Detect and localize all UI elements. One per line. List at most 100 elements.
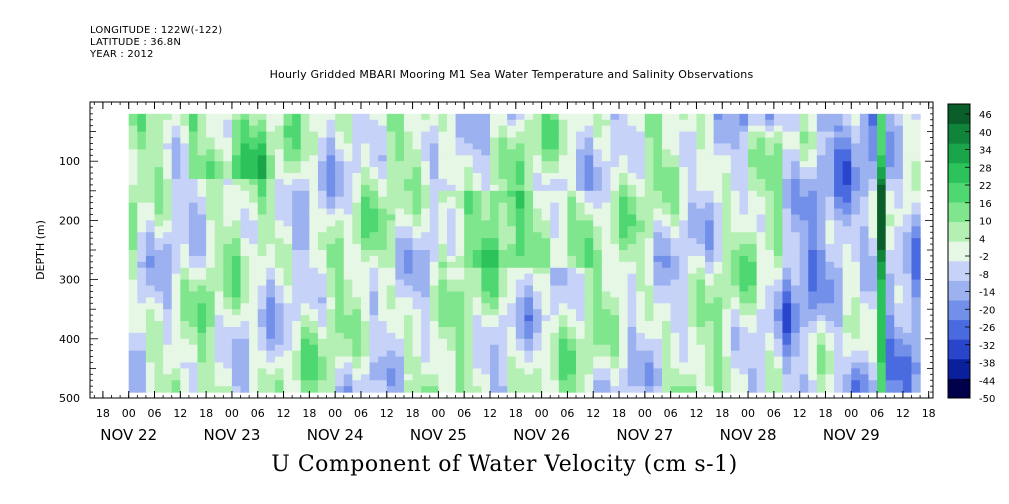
heatmap-cell (231, 178, 242, 186)
heatmap-cell (240, 303, 250, 310)
heatmap-cell (627, 238, 637, 245)
heatmap-cell (558, 178, 569, 186)
heatmap-cell (842, 131, 852, 139)
heatmap-cell (489, 232, 500, 239)
heatmap-cell (644, 386, 655, 393)
heatmap-cell (515, 161, 525, 168)
heatmap-cell (868, 155, 878, 162)
heatmap-cell (627, 291, 637, 298)
heatmap-cell (438, 380, 448, 387)
heatmap-cell (309, 119, 319, 127)
heatmap-cell (214, 350, 224, 358)
heatmap-cell (274, 273, 285, 281)
heatmap-cell (317, 155, 328, 162)
heatmap-cell (386, 238, 396, 245)
heatmap-cell (128, 167, 138, 174)
heatmap-cell (885, 291, 895, 298)
heatmap-cell (403, 321, 414, 328)
heatmap-cell (369, 149, 379, 156)
heatmap-cell (834, 356, 844, 364)
heatmap-cell (799, 344, 809, 352)
heatmap-cell (834, 196, 844, 204)
heatmap-cell (197, 273, 207, 281)
heatmap-cell (378, 149, 388, 156)
heatmap-cell (403, 155, 414, 162)
heatmap-cell (627, 303, 637, 310)
heatmap-cell (541, 232, 551, 239)
heatmap-cell (266, 131, 276, 139)
heatmap-cell (231, 196, 242, 204)
heatmap-cell (748, 321, 758, 328)
heatmap-cell (593, 285, 603, 293)
heatmap-cell (748, 232, 758, 239)
heatmap-cell (644, 184, 655, 192)
heatmap-cell (472, 149, 482, 156)
heatmap-cell (326, 125, 336, 133)
heatmap-cell (601, 190, 612, 198)
heatmap-cell (644, 255, 655, 263)
heatmap-cell (343, 338, 353, 346)
heatmap-cell (816, 196, 827, 204)
heatmap-cell (386, 173, 396, 180)
heatmap-cell (240, 137, 250, 145)
heatmap-cell (610, 155, 620, 162)
heatmap-cell (223, 362, 233, 369)
heatmap-cell (584, 338, 594, 346)
heatmap-cell (765, 214, 775, 221)
heatmap-cell (214, 356, 224, 364)
heatmap-cell (911, 137, 921, 145)
heatmap-cell (326, 386, 336, 393)
heatmap-cell (730, 380, 741, 387)
heatmap-cell (679, 184, 689, 192)
heatmap-cell (446, 232, 457, 239)
heatmap-cell (154, 338, 164, 346)
heatmap-cell (223, 350, 233, 358)
heatmap-cell (455, 167, 465, 174)
heatmap-cell (550, 232, 560, 239)
heatmap-cell (352, 321, 362, 328)
heatmap-cell (378, 374, 388, 381)
heatmap-cell (584, 261, 594, 269)
heatmap-cell (481, 232, 491, 239)
heatmap-cell (584, 220, 594, 227)
heatmap-cell (739, 255, 749, 263)
heatmap-cell (859, 368, 870, 375)
heatmap-cell (464, 149, 474, 156)
heatmap-cell (429, 208, 439, 216)
heatmap-cell (541, 149, 551, 156)
heatmap-cell (171, 386, 181, 393)
heatmap-cell (842, 261, 852, 269)
heatmap-cell (403, 380, 414, 387)
heatmap-cell (154, 167, 164, 174)
heatmap-cell (756, 184, 766, 192)
heatmap-cell (868, 255, 878, 263)
heatmap-cell (317, 250, 328, 257)
heatmap-cell (386, 261, 396, 269)
heatmap-cell (765, 137, 775, 145)
heatmap-cell (163, 131, 173, 139)
heatmap-cell (593, 238, 603, 245)
heatmap-cell (550, 137, 560, 145)
heatmap-cell (877, 368, 887, 375)
heatmap-cell (472, 202, 482, 210)
heatmap-cell (533, 238, 543, 245)
heatmap-cell (524, 250, 534, 257)
heatmap-cell (171, 131, 181, 139)
heatmap-cell (188, 285, 199, 293)
colorbar-tick-label: -20 (979, 305, 995, 316)
heatmap-cell (343, 356, 353, 364)
heatmap-cell (343, 167, 353, 174)
heatmap-cell (679, 131, 689, 139)
heatmap-cell (438, 386, 448, 393)
heatmap-cell (360, 113, 371, 121)
heatmap-cell (231, 119, 242, 127)
heatmap-cell (197, 173, 207, 180)
heatmap-cell (266, 250, 276, 257)
heatmap-cell (679, 196, 689, 204)
heatmap-cell (429, 238, 439, 245)
heatmap-cell (206, 173, 216, 180)
heatmap-cell (309, 149, 319, 156)
heatmap-cell (421, 167, 431, 174)
heatmap-cell (188, 250, 199, 257)
heatmap-cell (335, 173, 345, 180)
